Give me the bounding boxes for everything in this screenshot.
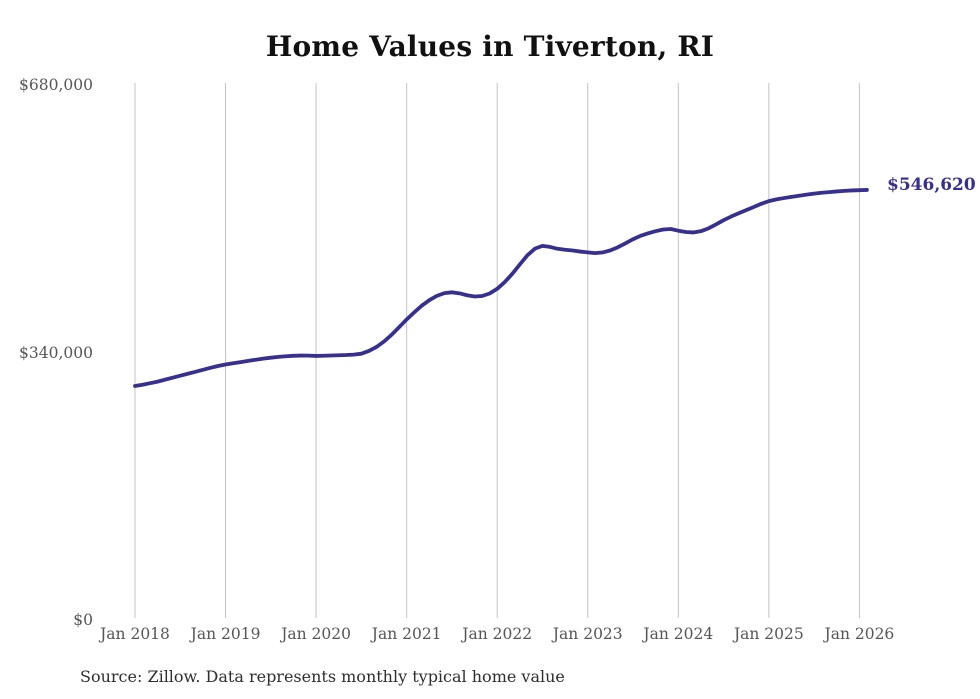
x-tick-label: Jan 2024: [643, 625, 714, 643]
home-value-line: [133, 188, 869, 388]
y-tick-label: $340,000: [19, 343, 93, 362]
x-tick-label: Jan 2022: [462, 625, 533, 643]
x-tick-label: Jan 2021: [371, 625, 442, 643]
x-tick-label: Jan 2025: [733, 625, 804, 643]
chart-title: Home Values in Tiverton, RI: [265, 30, 715, 63]
source-note: Source: Zillow. Data represents monthly …: [80, 667, 565, 686]
x-tick-label: Jan 2020: [281, 625, 351, 643]
x-tick-label: Jan 2026: [824, 625, 895, 643]
x-tick-label: Jan 2018: [100, 625, 170, 643]
y-tick-label: $680,000: [19, 76, 93, 94]
y-tick-label: $0: [73, 611, 93, 629]
latest-value-label: $546,620: [887, 174, 976, 195]
x-tick-label: Jan 2023: [552, 625, 623, 643]
x-tick-label: Jan 2019: [190, 625, 261, 643]
